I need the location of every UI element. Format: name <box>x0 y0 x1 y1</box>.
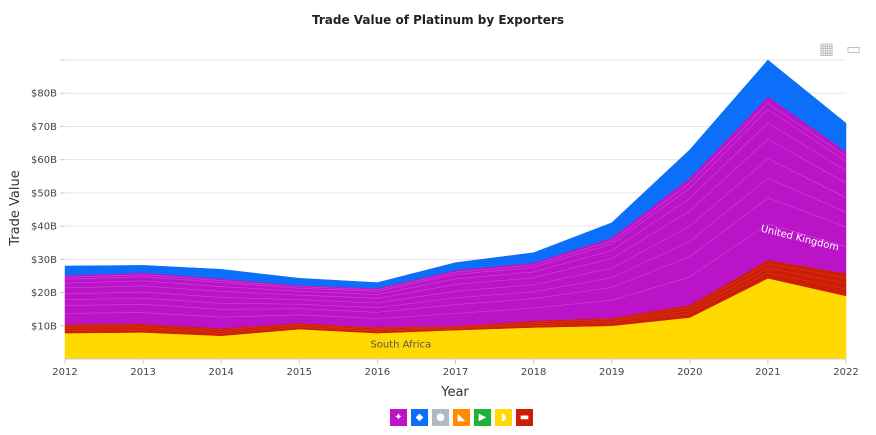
sub-series-line <box>64 267 847 332</box>
south-america-icon: ▶ <box>478 412 487 423</box>
legend-item-asia[interactable]: ▬ <box>516 409 533 426</box>
sub-series-line <box>64 177 847 308</box>
y-axis-title: Trade Value <box>8 170 23 246</box>
area-north-america[interactable] <box>64 59 847 289</box>
y-tick-label: $20B <box>31 288 57 299</box>
x-tick-label: 2022 <box>833 367 858 378</box>
y-tick-label: $70B <box>31 122 57 133</box>
x-axis-title: Year <box>440 385 469 400</box>
y-tick-label: $50B <box>31 188 57 199</box>
y-tick-label: $30B <box>31 255 57 266</box>
legend-item-south-america[interactable]: ▶ <box>474 409 491 426</box>
sub-series-line <box>64 122 847 295</box>
y-tick-label: $80B <box>31 89 57 100</box>
x-axis-ticks: 2012 2013 2014 2015 2016 2017 2018 2019 2020 2021… <box>52 358 859 378</box>
x-tick-label: 2012 <box>52 367 77 378</box>
legend-item-north-america[interactable]: ◆ <box>411 409 428 426</box>
legend-item-oceania[interactable]: ◣ <box>453 409 470 426</box>
x-tick-label: 2014 <box>208 367 233 378</box>
sub-series-line <box>64 109 847 292</box>
north-america-icon: ◆ <box>415 412 424 423</box>
europe-icon: ✦ <box>394 412 403 423</box>
legend-item-europe[interactable]: ✦ <box>390 409 407 426</box>
x-tick-label: 2017 <box>443 367 468 378</box>
oceania-icon: ◣ <box>457 412 466 423</box>
chart-title: Trade Value of Platinum by Exporters <box>312 13 564 27</box>
x-tick-label: 2016 <box>365 367 390 378</box>
x-tick-label: 2020 <box>677 367 702 378</box>
y-tick-label: $40B <box>31 222 57 233</box>
x-tick-label: 2018 <box>521 367 546 378</box>
x-tick-label: 2015 <box>287 367 312 378</box>
y-axis-ticks: $10B $20B $30B $40B $50B $60B $70B $80B <box>31 59 65 332</box>
inner-series-lines <box>64 102 847 334</box>
y-tick-label: $10B <box>31 321 57 332</box>
legend-item-africa[interactable]: ◗ <box>495 409 512 426</box>
sub-series-line <box>64 158 847 304</box>
x-tick-label: 2019 <box>599 367 624 378</box>
sub-series-line <box>64 272 847 334</box>
sub-series-line <box>64 138 847 299</box>
legend-item-antarctica[interactable]: ● <box>432 409 449 426</box>
x-tick-label: 2021 <box>755 367 780 378</box>
sub-series-line <box>64 263 847 330</box>
stacked-areas <box>64 59 847 360</box>
legend: ✦ ◆ ● ◣ ▶ ◗ ▬ <box>390 409 533 426</box>
x-tick-label: 2013 <box>130 367 155 378</box>
africa-icon: ◗ <box>500 412 507 423</box>
sub-series-line <box>64 223 847 319</box>
asia-icon: ▬ <box>519 412 530 423</box>
sub-series-line <box>64 197 847 313</box>
antarctica-icon: ● <box>436 412 445 423</box>
sub-series-line <box>64 102 847 291</box>
y-tick-label: $60B <box>31 155 57 166</box>
annotation-south-africa: South Africa <box>370 339 431 350</box>
